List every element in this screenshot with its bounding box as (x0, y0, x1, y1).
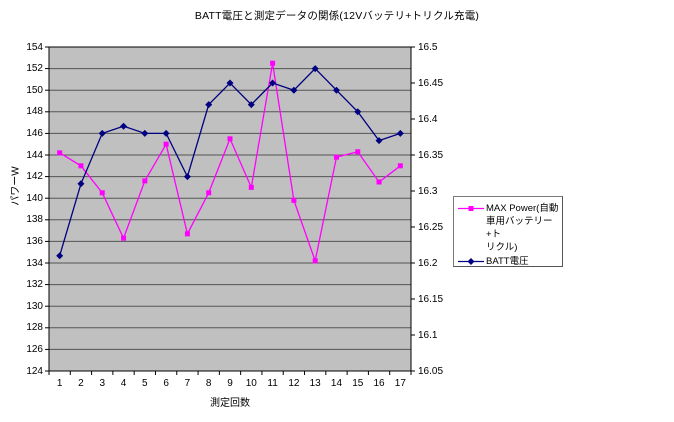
legend: MAX Power(自動 車用バッテリー+ト リクル) BATT電圧 (453, 196, 563, 267)
x-axis-label: 1 (56, 378, 63, 389)
plot-border (48, 46, 412, 372)
series-marker-diamond (205, 101, 213, 109)
x-axis-label: 12 (288, 378, 300, 389)
x-axis-label: 6 (163, 378, 169, 389)
series-marker-square (291, 197, 297, 203)
series-marker-square (142, 178, 148, 184)
left-axis-label: 138 (26, 214, 43, 226)
series-marker-square (355, 149, 361, 155)
right-axis-label: 16.45 (418, 77, 444, 89)
right-axis-label: 16.35 (418, 149, 444, 161)
left-axis-label: 148 (26, 106, 43, 118)
left-axis-label: 142 (26, 171, 43, 183)
x-axis-label: 9 (227, 378, 233, 389)
series-marker-diamond (56, 252, 64, 260)
series-marker-diamond (162, 129, 170, 137)
x-axis-label: 14 (330, 378, 343, 389)
series-marker-square (206, 190, 212, 196)
series-marker-diamond (247, 101, 255, 109)
x-axis-label: 17 (394, 378, 406, 389)
series-marker-square (248, 184, 254, 190)
series-marker-square (99, 190, 105, 196)
right-axis-label: 16.4 (418, 113, 438, 125)
left-axis-label: 130 (26, 300, 43, 312)
x-axis-label: 10 (245, 378, 257, 389)
series-marker-diamond (290, 86, 298, 94)
series-marker-diamond (396, 129, 404, 137)
legend-item-2: BATT電圧 (458, 255, 559, 269)
plot-background (49, 47, 411, 371)
legend-square-marker-icon (458, 202, 486, 216)
x-axis-title: 測定回数 (210, 398, 250, 409)
x-axis-label: 11 (267, 378, 278, 389)
right-axis-label: 16.05 (418, 365, 444, 377)
series-marker-diamond (269, 79, 277, 87)
series-marker-square (57, 150, 63, 156)
x-axis-label: 15 (352, 378, 364, 389)
series-marker-square (78, 163, 84, 169)
x-axis-label: 13 (309, 378, 321, 389)
series-marker-diamond (120, 122, 128, 130)
left-axis-label: 152 (26, 63, 43, 75)
series-marker-diamond (183, 173, 191, 181)
series-marker-diamond (98, 129, 106, 137)
right-axis-label: 16.25 (418, 221, 444, 233)
series-marker-square (227, 136, 233, 142)
series-marker-square (184, 231, 190, 237)
series-marker-diamond (226, 79, 234, 87)
legend-label: BATT電圧 (486, 256, 529, 267)
left-axis-label: 136 (26, 235, 43, 247)
series-marker-diamond (375, 137, 383, 145)
series-marker-square (333, 154, 339, 160)
x-axis-label: 16 (373, 378, 385, 389)
right-axis-label: 16.5 (418, 41, 438, 53)
x-axis-label: 8 (205, 378, 212, 389)
left-axis-label: 128 (26, 322, 43, 334)
series-marker-square (397, 163, 403, 169)
x-axis-label: 3 (99, 378, 106, 389)
series-marker-square (312, 258, 318, 264)
series-marker-diamond (354, 108, 362, 116)
left-axis-label: 154 (26, 41, 43, 53)
left-axis-label: 132 (26, 279, 43, 291)
right-axis-label: 16.15 (418, 293, 444, 305)
legend-label: MAX Power(自動 車用バッテリー+ト リクル) (486, 203, 559, 253)
series-marker-square (163, 141, 169, 147)
x-axis-label: 5 (142, 378, 148, 389)
series-marker-diamond (332, 86, 340, 94)
x-axis-label: 2 (78, 378, 84, 389)
left-axis-label: 126 (26, 343, 43, 355)
series-marker-square (270, 60, 276, 66)
x-axis-label: 7 (184, 378, 191, 389)
left-axis-label: 150 (26, 84, 43, 96)
right-axis-label: 16.3 (418, 185, 438, 197)
series-marker-diamond (77, 180, 85, 188)
right-axis-label: 16.2 (418, 257, 438, 269)
chart-title: BATT電圧と測定データの関係(12Vバッテリ+トリクル充電) (194, 10, 480, 22)
left-axis-label: 146 (26, 127, 43, 139)
legend-item-1: MAX Power(自動 車用バッテリー+ト リクル) (458, 202, 559, 254)
left-axis-label: 144 (26, 149, 43, 161)
right-axis-label: 16.1 (418, 329, 438, 341)
left-axis-label: 124 (26, 365, 43, 377)
legend-diamond-marker-icon (458, 255, 486, 269)
left-axis-label: 134 (26, 257, 43, 269)
left-axis-label: 140 (26, 192, 43, 204)
x-axis-label: 4 (120, 378, 127, 389)
series-marker-diamond (141, 129, 149, 137)
series-marker-square (121, 235, 127, 241)
series-marker-diamond (311, 65, 319, 73)
series-marker-square (376, 179, 382, 185)
